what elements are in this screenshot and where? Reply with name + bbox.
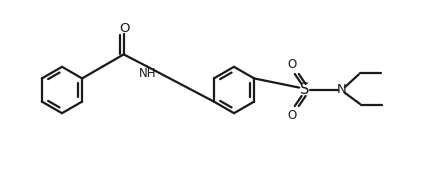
Text: N: N: [337, 84, 347, 96]
Text: NH: NH: [139, 67, 156, 80]
Text: O: O: [287, 109, 297, 122]
Text: O: O: [287, 58, 297, 71]
Text: S: S: [300, 82, 310, 98]
Text: O: O: [119, 22, 129, 35]
